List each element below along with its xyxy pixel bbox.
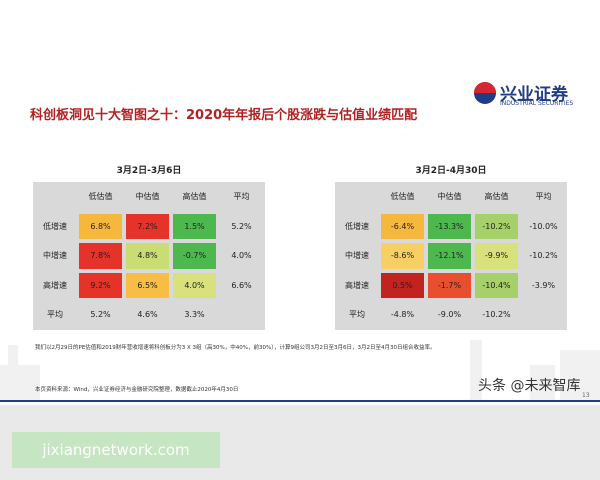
table-cell: -10.2% — [529, 251, 558, 261]
logo-english: INDUSTRIAL SECURITIES — [500, 100, 574, 107]
page-number: 13 — [582, 392, 590, 399]
table-cell: -10.4% — [475, 272, 518, 298]
row-header: 中增速 — [43, 251, 67, 261]
column-header: 平均 — [233, 192, 250, 202]
table-cell: -10.0% — [529, 221, 558, 231]
table-cell: 7.8% — [79, 243, 122, 269]
table-cell: -1.7% — [428, 272, 471, 298]
row-header: 低增速 — [345, 221, 369, 231]
table-cell: -9.0% — [437, 310, 462, 320]
table-cell: 3.3% — [184, 310, 205, 320]
column-header: 低估值 — [390, 192, 415, 202]
table-cell: -9.9% — [475, 243, 518, 269]
table-cell: 4.6% — [137, 310, 158, 320]
watermark: 头条 @未来智库 — [478, 378, 581, 394]
table-cell: 6.6% — [231, 280, 252, 290]
row-header: 高增速 — [345, 280, 369, 290]
table-cell: -4.8% — [390, 310, 415, 320]
table-cell: 1.5% — [173, 213, 216, 239]
table-cell: 5.2% — [231, 221, 252, 231]
row-header: 高增速 — [43, 280, 67, 290]
table-cell: 6.8% — [79, 213, 122, 239]
table-cell: -8.6% — [381, 243, 424, 269]
table-cell: -3.9% — [531, 280, 556, 290]
slide: 兴业证券 INDUSTRIAL SECURITIES 科创板洞见十大智图之十：2… — [0, 0, 600, 405]
source: 本页资料来源：Wind，兴业证券经济与金融研究院整理，数据截止2020年4月30… — [35, 387, 239, 393]
table-cell: 9.2% — [79, 272, 122, 298]
table-cell: -13.3% — [428, 213, 471, 239]
table-cell: 4.0% — [231, 251, 252, 261]
row-header: 中增速 — [345, 251, 369, 261]
slide-title: 科创板洞见十大智图之十：2020年年报后个股涨跌与估值业绩匹配 — [30, 108, 418, 123]
table-cell: -6.4% — [381, 213, 424, 239]
table-cell: -12.1% — [428, 243, 471, 269]
row-header: 平均 — [47, 310, 63, 320]
column-header: 中估值 — [437, 192, 462, 202]
column-header: 平均 — [535, 192, 552, 202]
column-header: 高估值 — [484, 192, 509, 202]
note: 我们以2月29日的PE估值和2019财年营收增速将科创板分为3 X 3组（高30… — [35, 345, 436, 351]
site-badge: jixiangnetwork.com — [12, 432, 220, 468]
table-cell: 4.8% — [126, 243, 169, 269]
table-cell: 5.2% — [90, 310, 111, 320]
row-header: 低增速 — [43, 221, 67, 231]
background-art — [0, 82, 600, 402]
column-header: 低估值 — [88, 192, 113, 202]
table-cell: 4.0% — [173, 272, 216, 298]
table-cell: -10.2% — [475, 213, 518, 239]
column-header: 高估值 — [182, 192, 207, 202]
table-title: 3月2日-3月6日 — [116, 166, 182, 176]
table-cell: 0.5% — [381, 272, 424, 298]
table-cell: -0.7% — [173, 243, 216, 269]
logo-name: 兴业证券 — [500, 85, 568, 105]
table-cell: 7.2% — [126, 213, 169, 239]
table-cell: 6.5% — [126, 272, 169, 298]
row-header: 平均 — [349, 310, 365, 320]
table-title: 3月2日-4月30日 — [415, 166, 487, 176]
column-header: 中估值 — [135, 192, 160, 202]
table-cell: -10.2% — [482, 310, 511, 320]
